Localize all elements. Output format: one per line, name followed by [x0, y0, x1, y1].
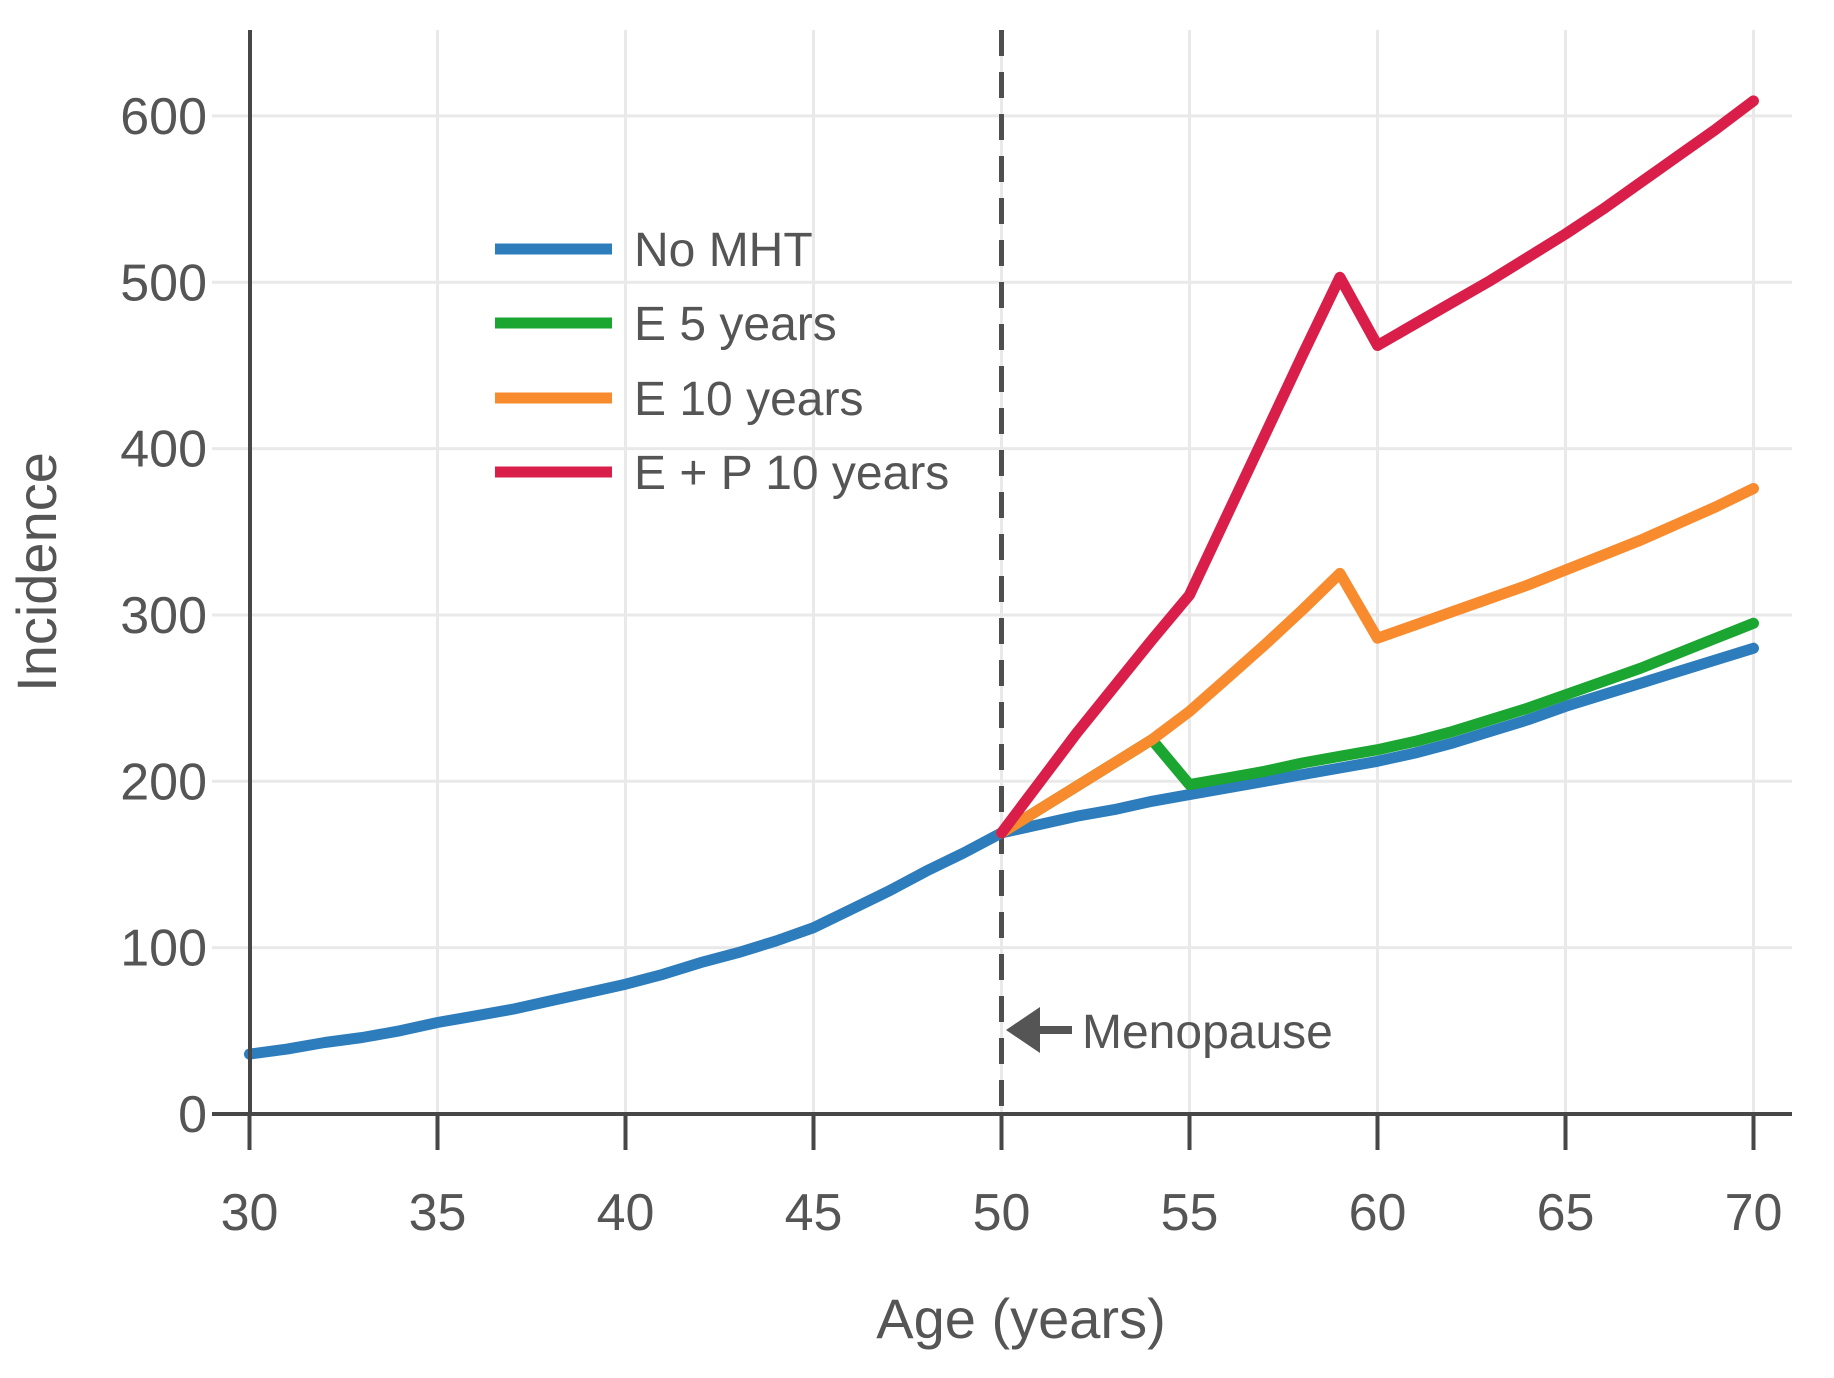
series-layer — [244, 95, 1759, 1060]
y-tick-label: 400 — [120, 421, 207, 479]
menopause-arrow-head-icon — [1006, 1007, 1040, 1053]
x-tick-label: 65 — [1537, 1184, 1595, 1242]
y-tick-label: 500 — [120, 254, 207, 312]
y-tick-label: 600 — [120, 88, 207, 146]
x-axis-title: Age (years) — [876, 1287, 1165, 1350]
y-tick-label: 300 — [120, 587, 207, 645]
y-tick-label: 100 — [120, 920, 207, 978]
y-axis-title: Incidence — [5, 452, 68, 692]
y-tick-label: 0 — [178, 1086, 207, 1144]
legend-label: E 5 years — [634, 298, 837, 351]
legend-label: E + P 10 years — [634, 447, 949, 500]
x-tick-label: 30 — [221, 1184, 279, 1242]
series-line-e-p-10-years — [996, 95, 1759, 839]
legend-label: No MHT — [634, 224, 813, 277]
x-tick-label: 40 — [597, 1184, 655, 1242]
series-line-e-10-years — [996, 483, 1759, 839]
y-tick-label: 200 — [120, 753, 207, 811]
x-tick-label: 35 — [409, 1184, 467, 1242]
legend-label: E 10 years — [634, 373, 863, 426]
menopause-annotation-label: Menopause — [1082, 1006, 1333, 1059]
legend — [495, 243, 612, 478]
x-tick-label: 60 — [1349, 1184, 1407, 1242]
x-tick-label: 70 — [1725, 1184, 1783, 1242]
x-tick-label: 55 — [1161, 1184, 1219, 1242]
x-tick-label: 45 — [785, 1184, 843, 1242]
x-tick-label: 50 — [973, 1184, 1031, 1242]
